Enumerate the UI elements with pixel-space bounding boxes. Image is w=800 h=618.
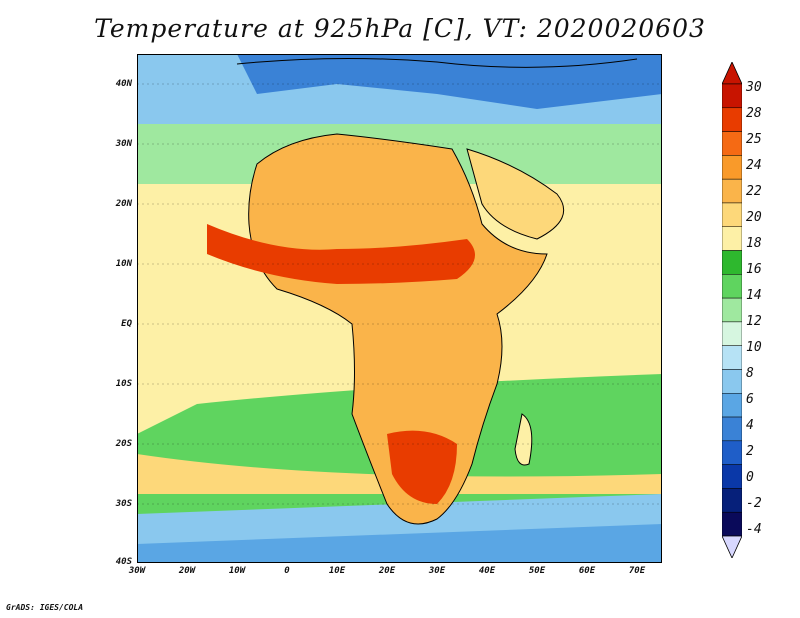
lat-label-eq: EQ xyxy=(121,319,132,329)
colorbar-label: 18 xyxy=(746,236,762,251)
mediterranean-band xyxy=(237,54,662,109)
colorbar-label: 16 xyxy=(746,262,762,277)
colorbar-label: 22 xyxy=(746,184,762,199)
colorbar-swatch xyxy=(722,321,742,346)
lat-label-40s: 40S xyxy=(115,557,132,567)
europe-outline xyxy=(236,57,638,68)
colorbar-swatch xyxy=(722,155,742,180)
map-title: Temperature at 925hPa [C], VT: 202002060… xyxy=(94,14,706,43)
lon-label-20e: 20E xyxy=(378,566,396,576)
southern-africa-hot xyxy=(387,430,457,504)
colorbar-label: 8 xyxy=(746,366,754,381)
madagascar xyxy=(514,413,533,466)
lat-label-30n: 30N xyxy=(115,139,132,149)
lat-label-10n: 10N xyxy=(115,259,132,269)
colorbar-label: 30 xyxy=(746,80,762,95)
colorbar-label: 28 xyxy=(746,106,762,121)
map-frame xyxy=(137,54,662,563)
lon-label-10e: 10E xyxy=(328,566,346,576)
colorbar-swatch xyxy=(722,274,742,299)
lat-label-10s: 10S xyxy=(115,379,132,389)
colorbar-max-arrow xyxy=(722,62,742,85)
colorbar-label: 4 xyxy=(746,418,754,433)
colorbar-swatch xyxy=(722,107,742,132)
colorbar-label: 12 xyxy=(746,314,762,329)
lat-label-20n: 20N xyxy=(115,199,132,209)
lat-label-20s: 20S xyxy=(115,439,132,449)
colorbar-swatch xyxy=(722,369,742,394)
colorbar-swatch xyxy=(722,178,742,204)
lon-label-30e: 30E xyxy=(428,566,446,576)
lon-label-30w: 30W xyxy=(128,566,146,576)
colorbar xyxy=(722,62,742,558)
lon-label-70e: 70E xyxy=(628,566,646,576)
lat-label-30s: 30S xyxy=(115,499,132,509)
colorbar-swatch xyxy=(722,226,742,251)
colorbar-swatch xyxy=(722,488,742,513)
temperature-map xyxy=(137,54,662,563)
sahel-hot-zone xyxy=(207,224,475,284)
colorbar-swatch xyxy=(722,297,742,323)
colorbar-label: 2 xyxy=(746,444,754,459)
arabia xyxy=(466,148,565,240)
colorbar-label: -2 xyxy=(746,496,762,511)
colorbar-swatch xyxy=(722,393,742,418)
colorbar-swatch xyxy=(722,131,742,156)
colorbar-swatch xyxy=(722,345,742,370)
lon-label-0: 0 xyxy=(284,566,290,576)
africa-landmass xyxy=(248,133,548,525)
southern-cold-band xyxy=(137,524,662,563)
colorbar-label: 25 xyxy=(746,132,762,147)
colorbar-label: 20 xyxy=(746,210,762,225)
lon-label-20w: 20W xyxy=(178,566,196,576)
grads-credit: GrADS: IGES/COLA xyxy=(6,603,84,612)
colorbar-swatch xyxy=(722,464,742,489)
colorbar-swatch xyxy=(722,416,742,442)
colorbar-swatch xyxy=(722,440,742,465)
colorbar-swatch xyxy=(722,202,742,227)
lon-label-50e: 50E xyxy=(528,566,546,576)
colorbar-label: -4 xyxy=(746,522,762,537)
colorbar-min-arrow xyxy=(722,535,742,558)
colorbar-swatch xyxy=(722,511,742,537)
colorbar-label: 24 xyxy=(746,158,762,173)
colorbar-swatch xyxy=(722,250,742,275)
colorbar-swatch xyxy=(722,83,742,109)
lon-label-60e: 60E xyxy=(578,566,596,576)
colorbar-label: 14 xyxy=(746,288,762,303)
lon-label-40e: 40E xyxy=(478,566,496,576)
colorbar-label: 0 xyxy=(746,470,754,485)
southern-yellow-band xyxy=(137,454,662,494)
colorbar-label: 10 xyxy=(746,340,762,355)
lon-label-10w: 10W xyxy=(228,566,246,576)
colorbar-label: 6 xyxy=(746,392,754,407)
lat-label-40n: 40N xyxy=(115,79,132,89)
